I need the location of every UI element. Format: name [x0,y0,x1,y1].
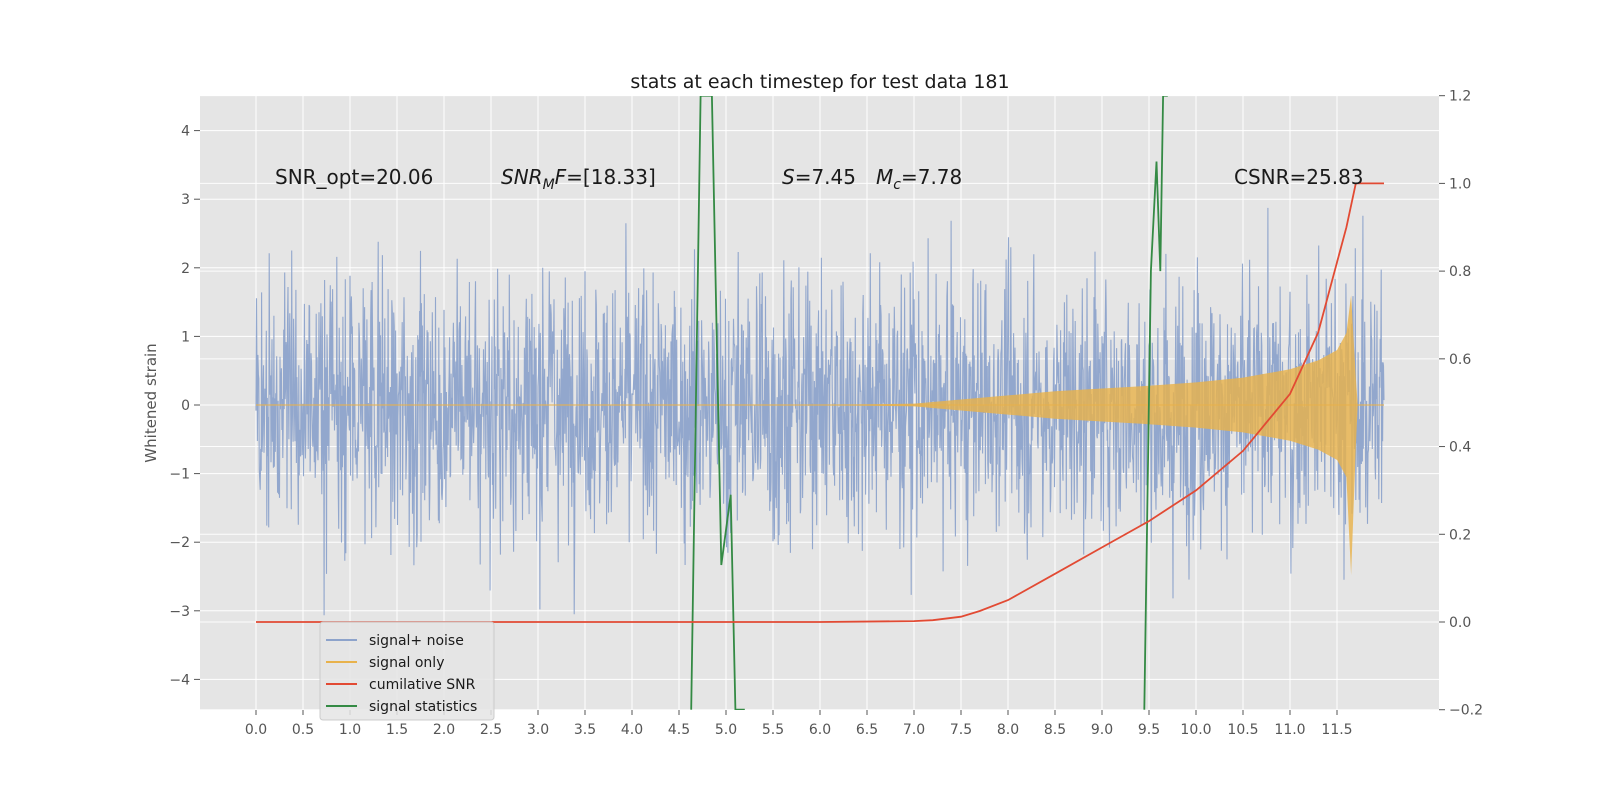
signal-noise-line [255,207,1385,616]
x-tick-label: 8.5 [1044,722,1066,738]
y2-tick-label: −0.2 [1449,703,1483,719]
x-tick-label: 6.5 [856,722,878,738]
annotation-csnr: CSNR=25.83 [1234,165,1364,189]
y2-tick-label: 0.0 [1449,615,1471,631]
y-tick-label: −2 [169,535,190,551]
x-tick-label: 7.0 [903,722,925,738]
x-axis: 0.0 0.5 1.0 1.5 2.0 2.5 3.0 3.5 4.0 4.5 5.0 5.5 6.0 6… [245,710,1353,738]
y-tick-label: 1 [181,329,190,345]
legend-label-signal-noise: signal+ noise [369,633,464,649]
annotation-snr-mf: SNRMF=[18.33] [501,165,656,193]
y-tick-label: −3 [169,604,190,620]
y2-tick-label: 1.0 [1449,176,1471,192]
y-axis-left: 4 3 2 1 0 −1 −2 −3 −4 [169,124,200,688]
grid [200,95,1439,711]
x-tick-label: 3.5 [574,722,596,738]
x-tick-label: 3.0 [527,722,549,738]
y-tick-label: 3 [181,192,190,208]
legend-box [319,621,495,721]
x-tick-label: 7.5 [950,722,972,738]
signal-statistics-line [1143,96,1168,710]
x-tick-label: 11.5 [1321,722,1352,738]
y-tick-label: 2 [181,261,190,277]
legend-label-signal-statistics: signal statistics [369,699,477,715]
legend-label-signal-only: signal only [369,655,444,671]
chart-title: stats at each timestep for test data 181 [630,71,1009,93]
x-tick-label: 2.0 [433,722,455,738]
y2-tick-label: 0.6 [1449,352,1471,368]
x-tick-label: 1.5 [386,722,408,738]
x-tick-label: 0.5 [292,722,314,738]
x-tick-label: 5.5 [762,722,784,738]
y-axis-label: Whitened strain [142,343,160,462]
x-tick-label: 6.0 [809,722,831,738]
annotation-mc: Mc=7.78 [876,165,962,193]
legend: signal+ noise signal only cumilative SNR… [319,621,495,721]
cumulative-snr-series [256,182,1384,623]
x-tick-label: 11.0 [1274,722,1305,738]
x-tick-label: 10.5 [1227,722,1258,738]
x-tick-label: 4.5 [668,722,690,738]
cumulative-snr-line [256,182,1384,623]
annotation-s: S=7.45 [782,165,856,189]
y-tick-label: 4 [181,124,190,140]
x-tick-label: 5.0 [715,722,737,738]
y2-tick-label: 0.2 [1449,527,1471,543]
x-tick-label: 1.0 [339,722,361,738]
x-tick-label: 10.0 [1180,722,1211,738]
x-tick-label: 4.0 [621,722,643,738]
signal-only-series [256,295,1384,576]
signal-noise-series [255,207,1385,616]
x-tick-label: 9.0 [1091,722,1113,738]
y-axis-right: 1.2 1.0 0.8 0.6 0.4 0.2 0.0 −0.2 [1439,89,1483,719]
y2-tick-label: 1.2 [1449,89,1471,105]
y-tick-label: −4 [169,672,190,688]
x-tick-label: 9.5 [1138,722,1160,738]
y2-tick-label: 0.8 [1449,264,1471,280]
y2-tick-label: 0.4 [1449,440,1471,456]
y-tick-label: −1 [169,467,190,483]
legend-label-cumulative-snr: cumilative SNR [369,677,476,693]
x-tick-label: 8.0 [997,722,1019,738]
signal-statistics-series [690,96,1168,710]
signal-statistics-line [690,96,745,710]
x-tick-label: 0.0 [245,722,267,738]
y-tick-label: 0 [181,398,190,414]
x-tick-label: 2.5 [480,722,502,738]
annotation-snr-opt: SNR_opt=20.06 [275,165,433,189]
